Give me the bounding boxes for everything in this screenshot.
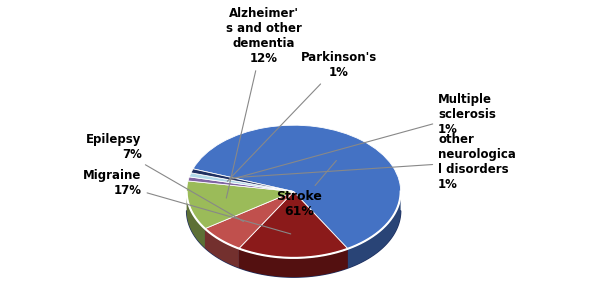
Text: Epilepsy
7%: Epilepsy 7% xyxy=(86,133,243,221)
Polygon shape xyxy=(205,229,239,268)
Text: Alzheimer'
s and other
dementia
12%: Alzheimer' s and other dementia 12% xyxy=(225,7,301,198)
Polygon shape xyxy=(187,211,401,277)
Wedge shape xyxy=(193,125,401,249)
Text: other
neurologica
l disorders
1%: other neurologica l disorders 1% xyxy=(230,133,516,191)
Wedge shape xyxy=(239,192,348,258)
Polygon shape xyxy=(187,192,205,248)
Text: Stroke
61%: Stroke 61% xyxy=(276,160,337,218)
Wedge shape xyxy=(188,177,294,192)
Wedge shape xyxy=(205,192,294,249)
Polygon shape xyxy=(348,194,401,268)
Text: Migraine
17%: Migraine 17% xyxy=(83,169,291,234)
Wedge shape xyxy=(191,169,294,192)
Text: Parkinson's
1%: Parkinson's 1% xyxy=(227,51,377,181)
Text: Multiple
sclerosis
1%: Multiple sclerosis 1% xyxy=(229,93,496,180)
Polygon shape xyxy=(239,249,348,277)
Wedge shape xyxy=(187,181,294,229)
Wedge shape xyxy=(190,173,294,192)
